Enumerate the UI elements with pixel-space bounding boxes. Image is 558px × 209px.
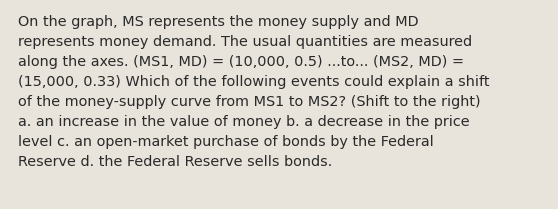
Text: On the graph, MS represents the money supply and MD
represents money demand. The: On the graph, MS represents the money su…	[18, 15, 489, 169]
